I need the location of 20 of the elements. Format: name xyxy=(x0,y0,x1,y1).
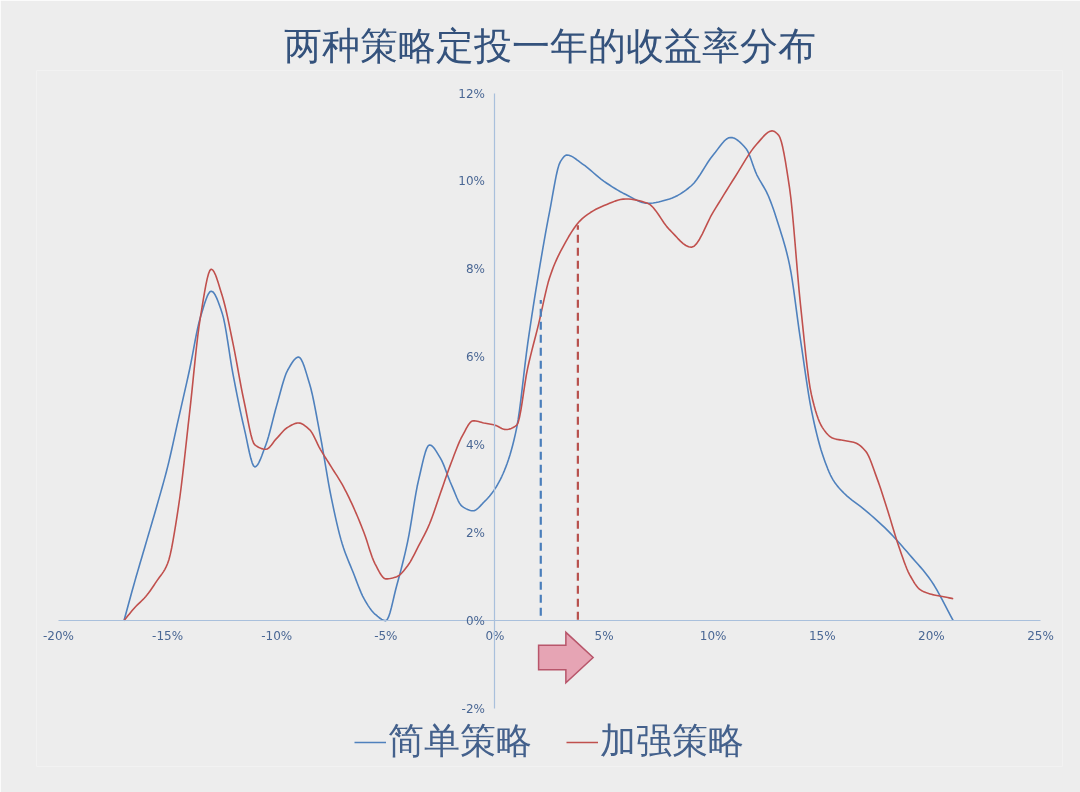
x-tick-label: 15% xyxy=(808,628,836,643)
y-tick-label: 12% xyxy=(458,86,485,101)
legend-label: 简单策略 xyxy=(388,719,532,763)
chart-title: 两种策略定投一年的收益率分布 xyxy=(283,23,816,68)
x-tick-label: 10% xyxy=(699,628,727,643)
legend-label: 加强策略 xyxy=(600,719,744,763)
y-tick-label: 6% xyxy=(465,350,485,365)
x-tick-label: -15% xyxy=(152,628,184,643)
x-tick-label: 5% xyxy=(594,628,614,643)
x-tick-label: 25% xyxy=(1027,628,1054,643)
y-tick-label: 2% xyxy=(465,525,485,540)
y-tick-label: 0% xyxy=(465,613,485,628)
y-tick-label: 10% xyxy=(458,174,485,189)
y-tick-label: 8% xyxy=(465,262,485,277)
x-tick-label: -20% xyxy=(43,628,75,643)
x-tick-label: -5% xyxy=(374,628,398,643)
x-tick-label: 20% xyxy=(918,628,945,643)
x-tick-label: -10% xyxy=(261,628,293,643)
y-tick-label: -2% xyxy=(461,701,485,716)
y-tick-label: 4% xyxy=(465,437,485,452)
